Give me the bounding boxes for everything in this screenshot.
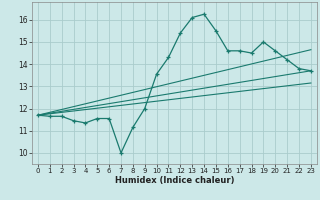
X-axis label: Humidex (Indice chaleur): Humidex (Indice chaleur) — [115, 176, 234, 185]
